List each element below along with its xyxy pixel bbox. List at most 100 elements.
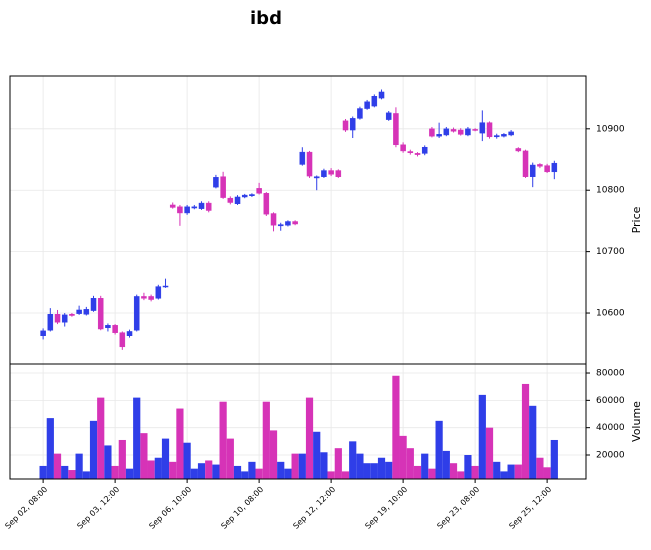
volume-bar [89,420,98,479]
candle-body [155,286,162,299]
volume-bar [291,453,299,479]
candle-body [299,151,306,165]
candle-body [292,221,298,225]
candle-body [407,151,414,154]
volume-bar [212,464,220,479]
y-tick-label: 60000 [596,396,625,406]
volume-bar [104,445,112,479]
volume-bar [161,438,170,479]
volume-bar [334,448,342,479]
candle-body [198,202,205,209]
candle-body [177,206,183,214]
volume-bar [147,460,155,479]
candle-body [69,314,75,316]
volume-bar [457,471,465,479]
candle-body [522,150,529,177]
volume-bar [500,471,508,479]
candle-body [306,151,313,177]
y-tick-label: 20000 [596,451,625,461]
y-tick-label: 40000 [596,423,625,433]
y-tick-label: 80000 [596,369,625,379]
candle-body [393,113,399,146]
candle-body [234,196,241,204]
volume-bar [190,468,198,479]
volume-bar [536,457,544,479]
candle-body [465,128,471,136]
y-tick-label: 10700 [596,247,625,257]
volume-bar [154,457,162,479]
volume-bar [406,448,414,479]
volume-bar [320,452,328,479]
candle-body [148,296,154,300]
candle-body [493,135,500,138]
candle-body [472,129,478,131]
volume-bar [413,465,422,479]
volume-bar [82,471,90,479]
candle-body [47,314,54,331]
volume-bar [341,471,350,479]
candle-body [436,134,442,137]
volume-bar [68,470,76,479]
candle-body [364,101,370,109]
volume-bar [493,461,501,479]
candle-body [501,134,507,137]
volume-bar [284,468,292,479]
volume-bar [313,431,321,479]
y-axis-label: Volume [630,401,643,442]
volume-bar [428,468,436,479]
volume-bar [97,397,105,479]
candle-body [112,325,118,333]
candle-body [357,108,363,119]
volume-bar [255,468,263,479]
volume-bar [111,465,119,479]
candle-body [385,112,392,120]
candle-body [61,314,68,323]
volume-bar [464,455,472,479]
x-tick-label: Sep 19, 10:00 [363,485,409,531]
candle-body [133,296,140,331]
volume-bar [118,439,126,479]
candle-body [263,193,270,215]
volume-bar [363,463,371,479]
volume-bar [53,453,62,479]
volume-bar [197,463,206,479]
volume-bar [485,427,494,479]
volume-bar [442,450,450,479]
volume-bar [176,408,184,479]
volume-bar [305,397,314,479]
volume-bar [241,471,249,479]
candle-body [457,129,464,135]
volume-bar [61,465,69,479]
chart-title: ibd [250,8,282,29]
candle-body [537,164,543,167]
candle-body [515,148,522,152]
candle-body [205,202,212,211]
volume-bar [385,461,393,479]
volume-bar [133,397,141,479]
candle-body [141,296,147,299]
candle-body [400,144,406,152]
candle-body [169,204,176,208]
x-tick-label: Sep 03, 12:00 [75,485,121,531]
candle-body [277,224,284,227]
volume-bar [399,435,407,479]
volume-bar [478,394,486,479]
volume-bar [529,405,537,479]
volume-bar [277,461,285,479]
volume-bar [377,457,386,479]
candle-body [321,170,327,177]
candle-body [105,325,111,329]
volume-bar [514,464,522,479]
candle-body [443,128,450,136]
candle-body [184,206,190,214]
y-tick-label: 10900 [596,124,625,134]
volume-bar [507,464,515,479]
volume-bar [269,430,278,479]
volume-bar [521,383,530,479]
volume-bar [370,463,378,479]
volume-bar [248,461,256,479]
candle-body [450,129,457,132]
candle-body [227,197,234,203]
